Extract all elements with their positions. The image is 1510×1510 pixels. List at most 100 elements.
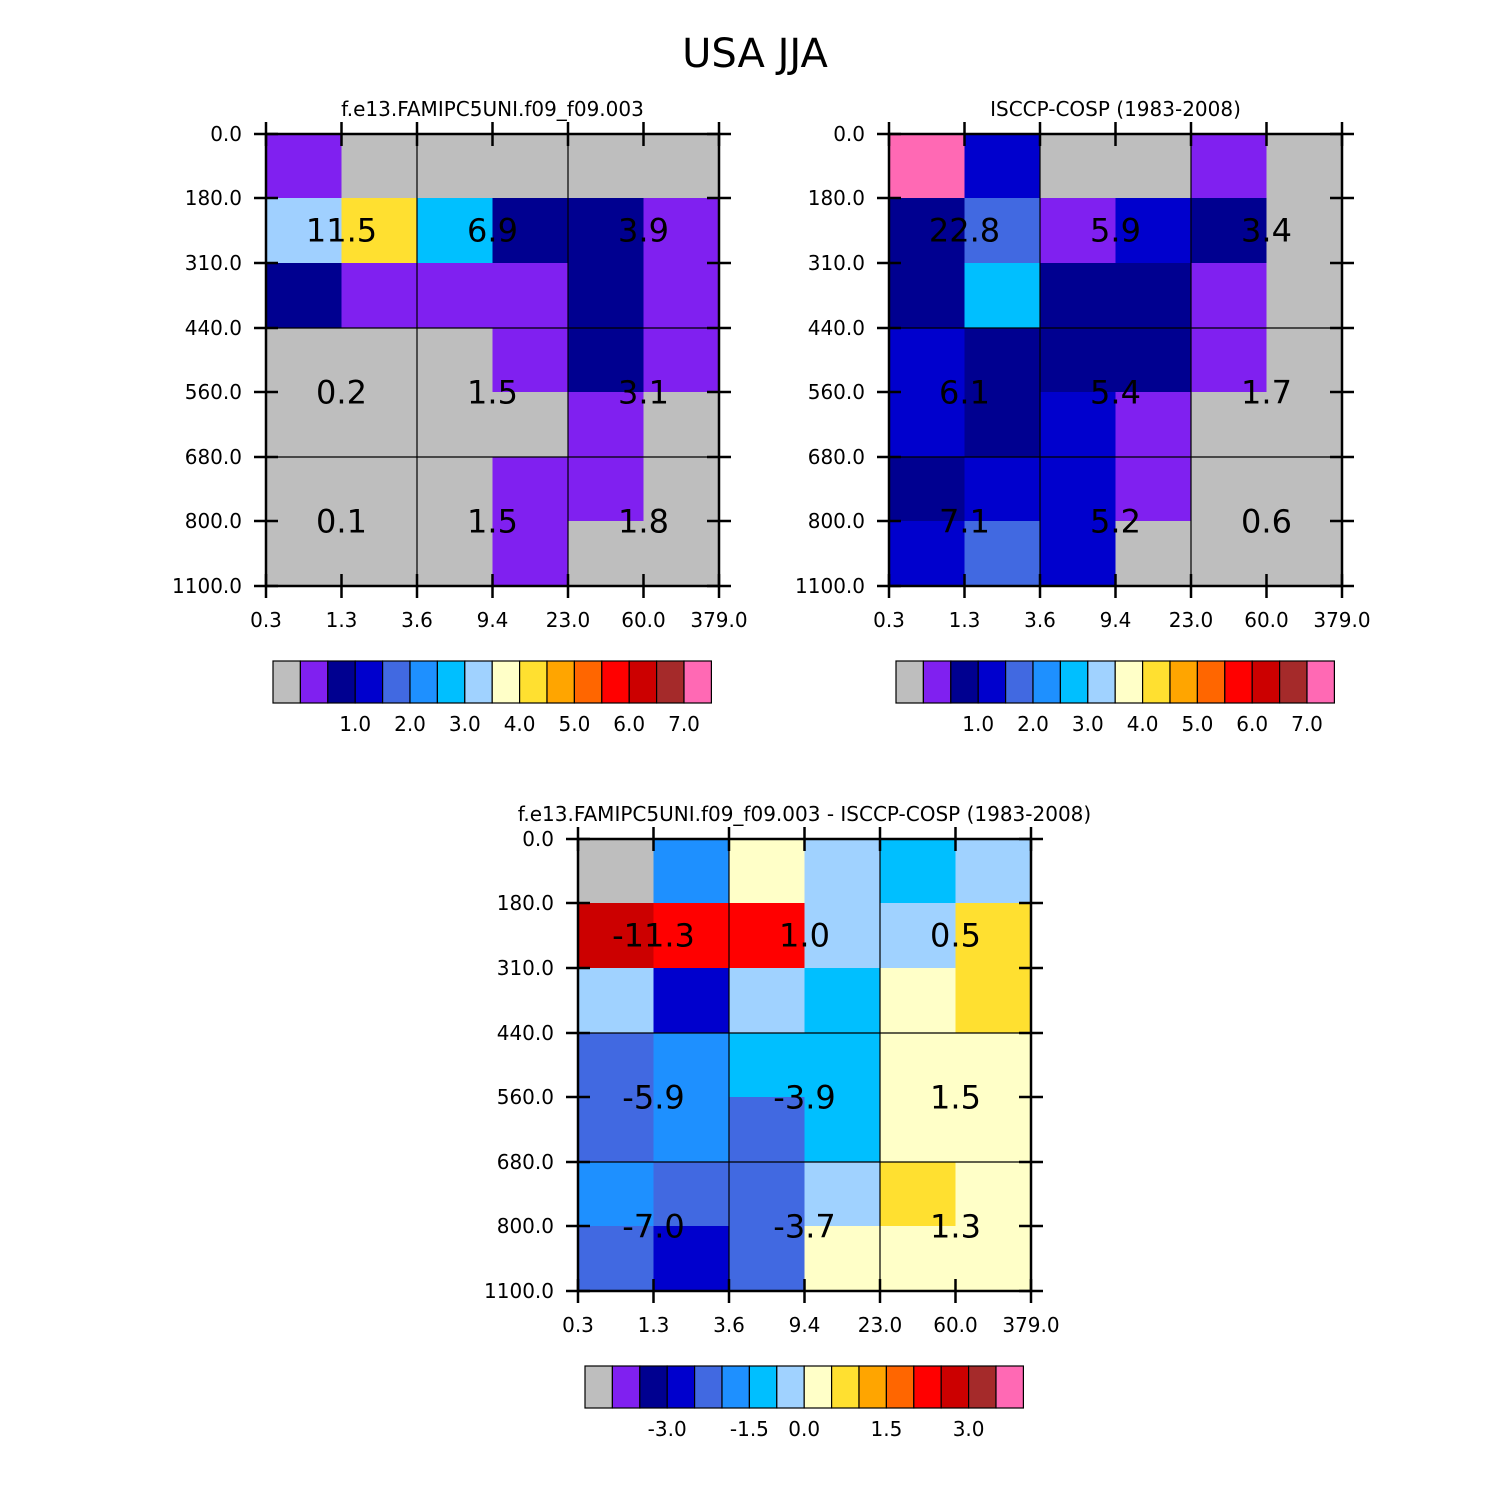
heatmap-cell: [964, 392, 1041, 458]
x-tick-label: 0.3: [250, 608, 282, 632]
colorbar-label: 3.0: [1072, 712, 1104, 736]
cell-value-label: 0.6: [1241, 503, 1292, 541]
colorbar-swatch: [683, 660, 712, 704]
heatmap-cell: [643, 263, 720, 329]
heatmap-cell: [578, 839, 655, 904]
x-tick-label: 1.3: [949, 608, 981, 632]
heatmap-cell: [1191, 521, 1268, 587]
heatmap-cell: [1266, 521, 1343, 587]
cell-value-label: -11.3: [612, 917, 695, 955]
heatmap-cell: [653, 1226, 730, 1292]
cell-value-label: -5.9: [622, 1079, 684, 1117]
colorbar-swatch: [1004, 660, 1034, 704]
cell-value-label: 1.0: [779, 917, 830, 955]
heatmap-cell: [955, 1162, 1032, 1227]
y-tick-label: 800.0: [185, 509, 242, 533]
heatmap-cell: [1266, 457, 1343, 522]
colorbar-swatch: [584, 1365, 613, 1409]
heatmap-cell: [1115, 263, 1192, 329]
cell-value-label: 1.5: [930, 1079, 981, 1117]
heatmap-cell: [568, 392, 645, 458]
y-tick-label: 560.0: [185, 380, 242, 404]
cell-value-label: -3.9: [773, 1079, 835, 1117]
colorbar-swatch: [803, 1365, 833, 1409]
cell-value-label: 5.4: [1090, 374, 1141, 412]
cell-value-label: 1.5: [467, 374, 518, 412]
colorbar-swatch: [950, 660, 979, 704]
heatmap-cell: [492, 134, 569, 199]
colorbar-swatch: [611, 1365, 641, 1409]
x-tick-label: 379.0: [690, 608, 747, 632]
y-tick-label: 1100.0: [484, 1279, 554, 1303]
colorbar-swatch: [913, 1365, 942, 1409]
heatmap-cell: [889, 134, 966, 199]
colorbar-swatch: [628, 660, 658, 704]
cell-value-label: -7.0: [622, 1208, 684, 1246]
colorbar-label: 1.0: [339, 712, 371, 736]
colorbar-swatch: [436, 660, 466, 704]
heatmap-cell: [568, 521, 645, 587]
colorbar-swatch: [1169, 660, 1198, 704]
heatmap-cell: [1266, 134, 1343, 199]
heatmap-cell: [964, 198, 1041, 264]
colorbar-swatch: [885, 1365, 915, 1409]
heatmap-cell: [1115, 328, 1192, 393]
y-tick-label: 310.0: [808, 251, 865, 275]
heatmap-cell: [729, 1097, 806, 1163]
heatmap-cell: [643, 328, 720, 393]
heatmap-cell: [955, 1033, 1032, 1098]
heatmap-cell: [492, 263, 569, 329]
heatmap-cell: [341, 392, 418, 458]
y-tick-label: 180.0: [497, 891, 554, 915]
heatmap-cell: [889, 521, 966, 587]
heatmap-cell: [889, 198, 966, 264]
cell-value-label: 3.9: [618, 212, 669, 250]
colorbar-swatch: [1251, 660, 1281, 704]
heatmap-cell: [341, 134, 418, 199]
heatmap-cell: [804, 1162, 881, 1227]
colorbar-label: -3.0: [648, 1417, 687, 1441]
colorbar-label: -1.5: [730, 1417, 769, 1441]
heatmap-cell: [492, 457, 569, 522]
panel-title: f.e13.FAMIPC5UNI.f09_f09.003: [341, 97, 644, 121]
colorbar-swatch: [601, 660, 630, 704]
colorbar-swatch: [922, 660, 952, 704]
heatmap-panel-isccp: ISCCP-COSP (1983-2008) 0.0 180.0 310.0 440.0…: [795, 97, 1371, 736]
heatmap-cell: [341, 263, 418, 329]
heatmap-cell: [341, 328, 418, 393]
cell-value-label: 1.7: [1241, 374, 1292, 412]
cell-value-label: 0.2: [316, 374, 367, 412]
heatmap-cell: [964, 263, 1041, 329]
figure-title: USA JJA: [682, 31, 828, 77]
colorbar-label: 5.0: [558, 712, 590, 736]
cell-value-label: -3.7: [773, 1208, 835, 1246]
heatmap-cell: [417, 457, 494, 522]
heatmap-cell: [1266, 198, 1343, 264]
colorbar-swatch: [977, 660, 1007, 704]
heatmap-cell: [1040, 198, 1117, 264]
heatmap-cell: [1191, 392, 1268, 458]
heatmap-cell: [653, 903, 730, 969]
heatmap-cell: [653, 1162, 730, 1227]
heatmap-cell: [729, 968, 806, 1034]
heatmap-cell: [889, 392, 966, 458]
y-tick-label: 440.0: [497, 1021, 554, 1045]
heatmap-cell: [955, 1097, 1032, 1163]
heatmap-cell: [804, 839, 881, 904]
heatmap-cell: [880, 1226, 957, 1292]
x-tick-label: 0.3: [873, 608, 905, 632]
colorbar-label: 7.0: [668, 712, 700, 736]
cell-value-label: 5.9: [1090, 212, 1141, 250]
y-tick-label: 440.0: [808, 316, 865, 340]
colorbar-swatch: [491, 660, 521, 704]
y-tick-label: 560.0: [497, 1085, 554, 1109]
heatmap-cell: [964, 134, 1041, 199]
colorbar-swatch: [639, 1365, 668, 1409]
colorbar-swatch: [655, 660, 685, 704]
heatmap-cell: [955, 1226, 1032, 1292]
heatmap-cell: [417, 521, 494, 587]
heatmap-cell: [1115, 198, 1192, 264]
colorbar-swatch: [1059, 660, 1089, 704]
colorbar-swatch: [721, 1365, 750, 1409]
